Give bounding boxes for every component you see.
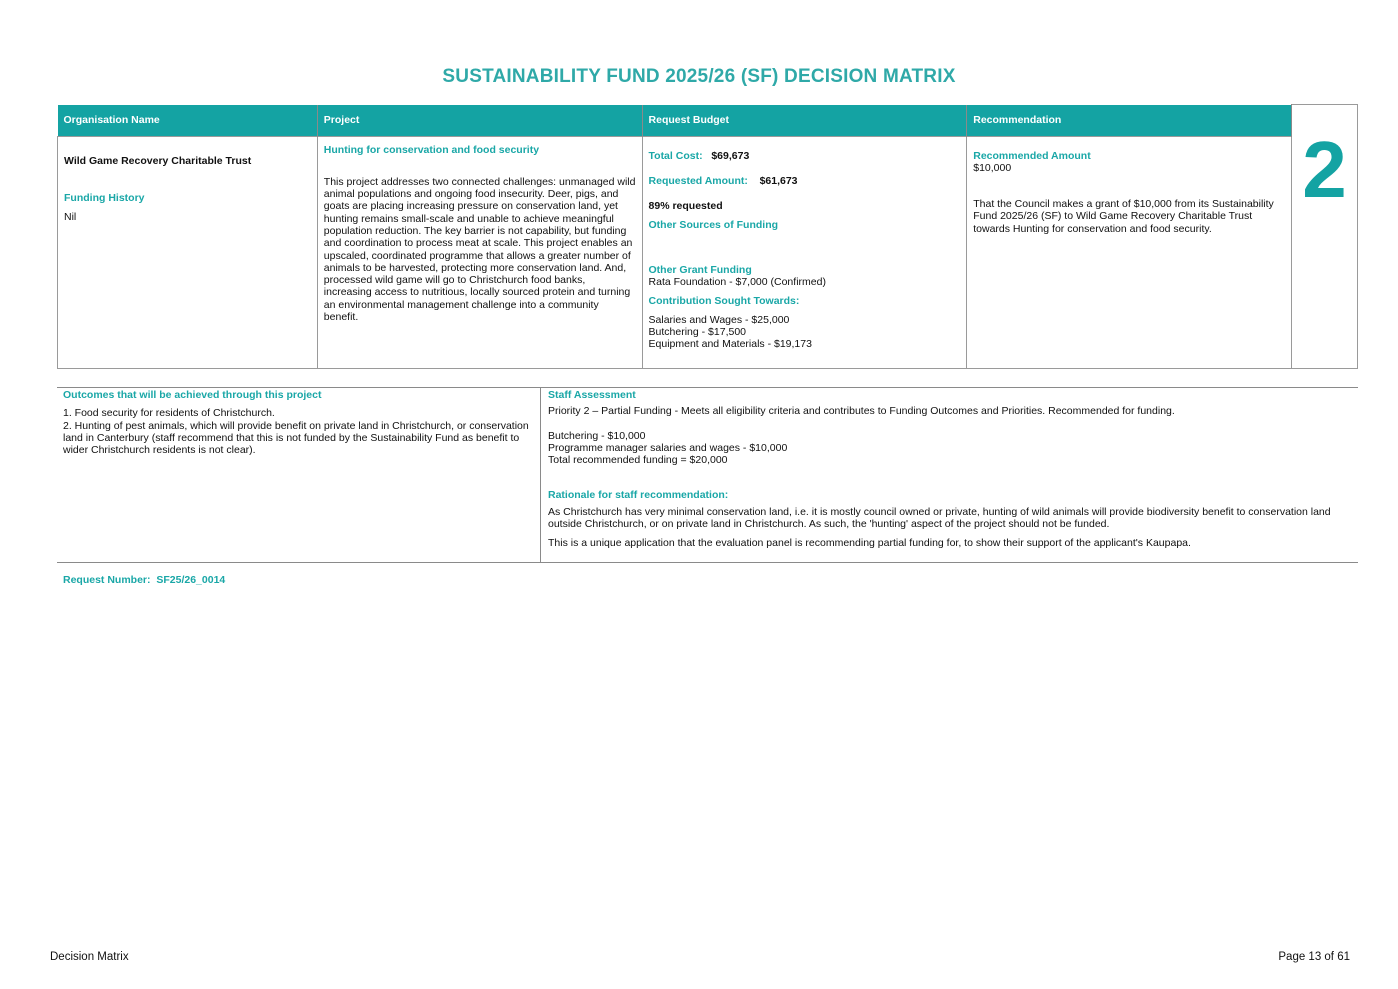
table-header-row: Organisation Name Project Request Budget… (57, 104, 1359, 369)
staff-assessment-priority: Priority 2 – Partial Funding - Meets all… (548, 405, 1175, 418)
funding-history-value: Nil (64, 211, 77, 224)
requested-amount-label: Requested Amount: (648, 174, 748, 187)
priority-cell: 2 (1290, 104, 1359, 369)
outcomes-label: Outcomes that will be achieved through t… (63, 389, 322, 401)
rationale-text: As Christchurch has very minimal conserv… (548, 505, 1331, 531)
project-description: This project addresses two connected cha… (323, 175, 636, 324)
assessment-line: Total recommended funding = $20,000 (548, 454, 728, 467)
project-cell: Hunting for conservation and food securi… (316, 135, 643, 369)
footer-page-number: Page 13 of 61 (1278, 951, 1350, 963)
other-grant-value: Rata Foundation - $7,000 (Confirmed) (648, 275, 826, 288)
contribution-label: Contribution Sought Towards: (648, 295, 800, 308)
other-grant-label: Other Grant Funding (648, 263, 752, 276)
recommended-amount-value: $10,000 (973, 161, 1012, 174)
assessment-line: Programme manager salaries and wages - $… (548, 441, 788, 454)
header-organisation: Organisation Name (57, 104, 318, 136)
organisation-name: Wild Game Recovery Charitable Trust (64, 154, 252, 167)
request-number-value: SF25/26_0014 (156, 574, 226, 586)
priority-number: 2 (1302, 125, 1347, 214)
other-sources-label: Other Sources of Funding (648, 219, 779, 232)
contribution-item: Equipment and Materials - $19,173 (648, 338, 812, 351)
staff-assessment-label: Staff Assessment (548, 389, 636, 401)
organisation-cell: Wild Game Recovery Charitable Trust Fund… (57, 135, 318, 369)
recommendation-text: That the Council makes a grant of $10,00… (973, 198, 1274, 235)
header-budget: Request Budget (642, 104, 968, 136)
rationale-label: Rationale for staff recommendation: (548, 489, 729, 502)
total-cost-label: Total Cost: (648, 149, 703, 162)
recommendation-cell: Recommended Amount $10,000 That the Coun… (966, 135, 1292, 369)
assessment-line: Butchering - $10,000 (548, 429, 646, 442)
total-cost-value: $69,673 (711, 149, 750, 162)
assessment-note: This is a unique application that the ev… (548, 537, 1191, 550)
table-row: Wild Game Recovery Charitable Trust Fund… (57, 135, 1358, 369)
page-title: SUSTAINABILITY FUND 2025/26 (SF) DECISIO… (442, 66, 956, 87)
requested-amount-value: $61,673 (759, 174, 798, 187)
funding-history-label: Funding History (64, 191, 145, 204)
contribution-item: Butchering - $17,500 (648, 325, 746, 338)
outcome-item: 2. Hunting of pest animals, which will p… (63, 419, 529, 457)
project-name: Hunting for conservation and food securi… (323, 143, 540, 156)
header-recommendation: Recommendation (966, 104, 1292, 136)
decision-matrix-table: Organisation Name Project Request Budget… (57, 104, 1359, 369)
percent-requested: 89% requested (648, 200, 723, 213)
staff-assessment-panel: Staff Assessment Priority 2 – Partial Fu… (542, 388, 1358, 562)
request-number-label: Request Number: (63, 574, 151, 586)
outcomes-panel: Outcomes that will be achieved through t… (57, 388, 541, 562)
budget-cell: Total Cost: $69,673 Requested Amount: $6… (641, 135, 968, 369)
outcome-item: 1. Food security for residents of Christ… (63, 407, 275, 420)
assessment-section: Outcomes that will be achieved through t… (57, 387, 1358, 563)
request-number: Request Number: SF25/26_0014 (63, 574, 225, 586)
contribution-item: Salaries and Wages - $25,000 (648, 313, 790, 326)
footer-document-name: Decision Matrix (50, 951, 129, 963)
header-project: Project (317, 104, 643, 136)
recommended-amount-label: Recommended Amount (973, 149, 1091, 162)
